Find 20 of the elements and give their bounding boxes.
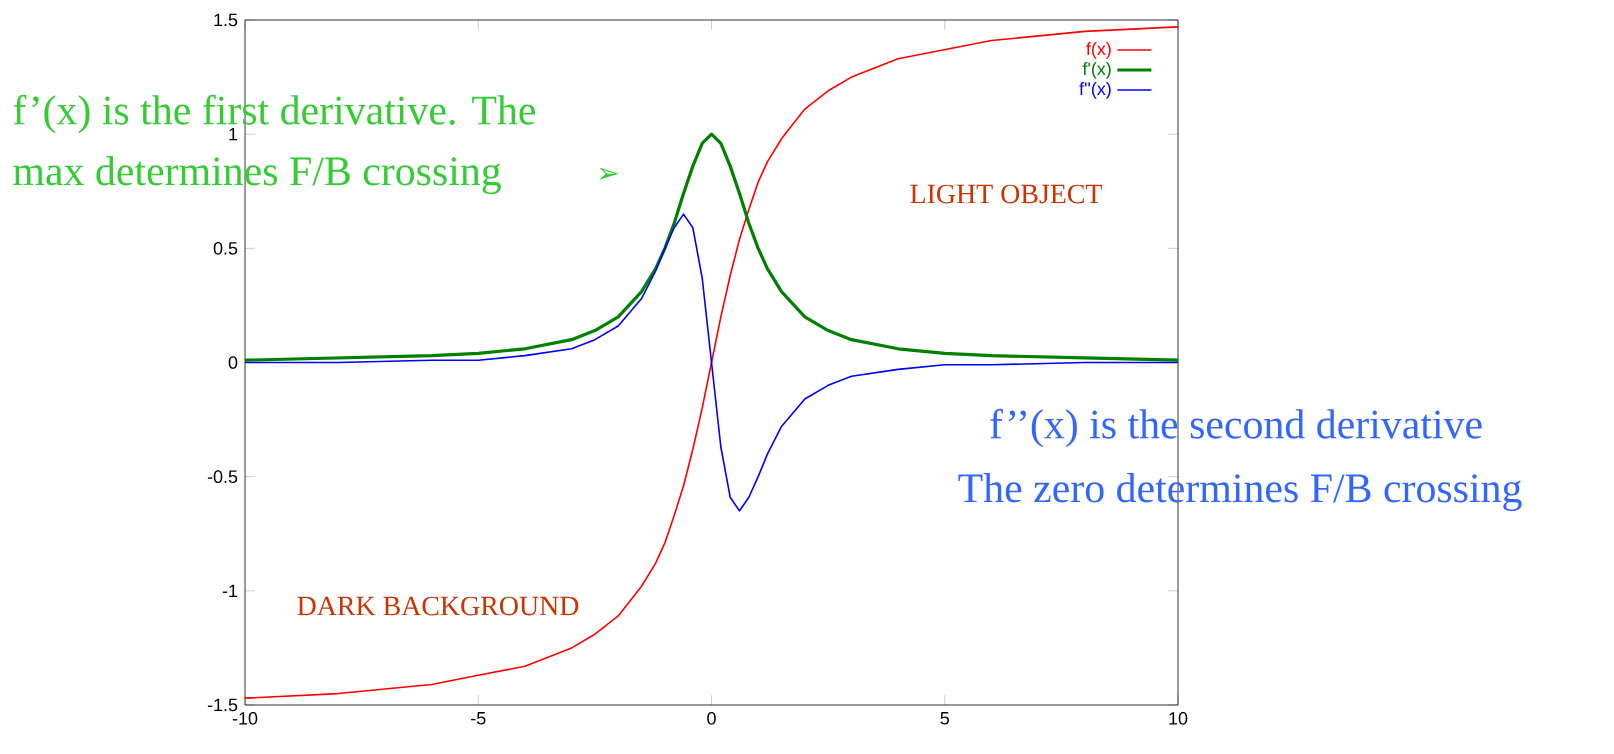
annotation: DARK BACKGROUND (297, 596, 579, 616)
x-tick-label: 0 (707, 712, 716, 725)
legend-label: f(x) (1086, 42, 1111, 59)
y-tick-label: -0.5 (207, 470, 238, 484)
annotation: ➢ (599, 167, 619, 180)
y-tick-label: -1 (222, 584, 238, 597)
x-tick-label: 5 (940, 712, 949, 725)
x-tick-label: 10 (1169, 712, 1188, 725)
legend-label: f''(x) (1079, 81, 1111, 99)
y-tick-label: 0 (228, 356, 238, 369)
annotation: LIGHT OBJECT (910, 184, 1103, 204)
x-tick-label: -10 (232, 712, 258, 725)
y-tick-label: 0.5 (213, 241, 238, 255)
annotation: max determines F/B crossing (13, 155, 501, 195)
annotation: f’’(x) is the second derivative (990, 408, 1482, 448)
legend-label: f'(x) (1082, 62, 1111, 79)
y-tick-label: -1.5 (207, 698, 238, 712)
annotation: The zero determines F/B crossing (958, 472, 1522, 512)
x-tick-label: -5 (471, 712, 486, 725)
y-tick-label: 1.5 (214, 13, 238, 27)
